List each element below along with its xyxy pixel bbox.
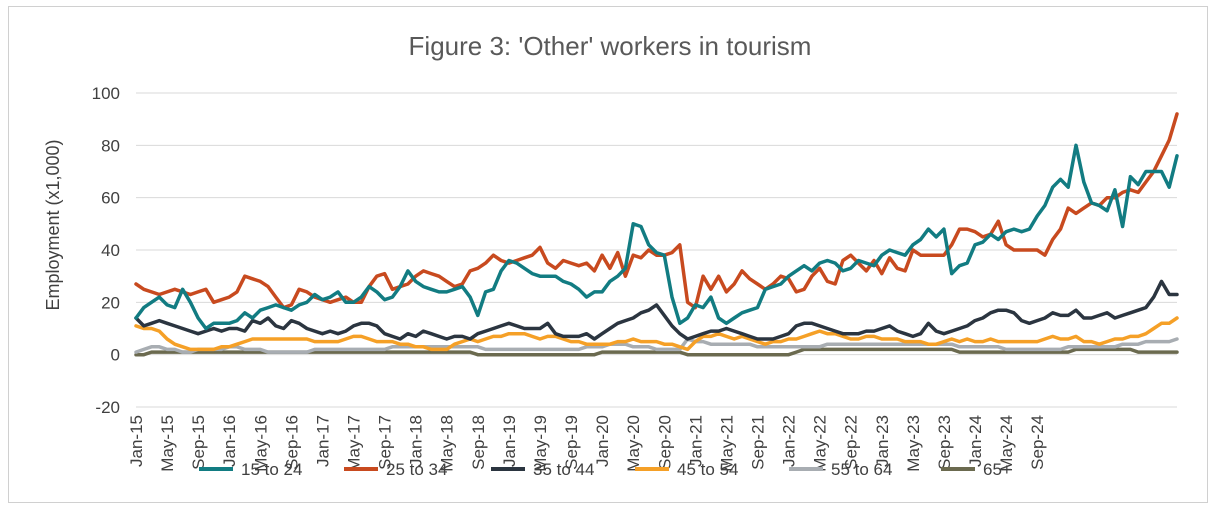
- x-tick-label: Jan-21: [686, 415, 705, 467]
- x-tick-label: Sep-19: [562, 415, 581, 470]
- x-tick-label: May-21: [717, 415, 736, 472]
- legend-label: 45 to 54: [677, 460, 738, 479]
- x-tick-label: Sep-16: [282, 415, 301, 470]
- legend-label: 25 to 34: [386, 460, 447, 479]
- x-tick-label: Sep-20: [655, 415, 674, 470]
- x-tick-label: Sep-23: [935, 415, 954, 470]
- series-line-35-to-44: [134, 279, 1179, 341]
- x-tick-labels: Jan-15 May-15 Sep-15 Jan-16 May-16 Sep-16 Jan-…: [127, 415, 1047, 472]
- legend-label: 15 to 24: [241, 460, 302, 479]
- x-tick-label: Sep-18: [469, 415, 488, 470]
- series-lines: [134, 112, 1179, 357]
- gridlines: [136, 92, 1177, 408]
- y-tick-label: 100: [92, 84, 120, 103]
- y-tick-label: 40: [101, 241, 120, 260]
- x-tick-label: May-19: [531, 415, 550, 472]
- series-line-15-to-24: [134, 143, 1179, 331]
- y-tick-labels: -20 0 20 40 60 80 100: [92, 84, 120, 417]
- y-tick-label: -20: [95, 398, 120, 417]
- x-tick-label: Jan-24: [966, 415, 985, 467]
- chart-title: Figure 3: 'Other' workers in tourism: [409, 31, 812, 61]
- x-tick-label: Sep-15: [189, 415, 208, 470]
- y-axis-label: Employment (x1,000): [43, 139, 63, 310]
- y-tick-label: 20: [101, 293, 120, 312]
- x-tick-label: Jan-16: [220, 415, 239, 467]
- legend-label: 35 to 44: [533, 460, 594, 479]
- y-tick-label: 0: [111, 346, 120, 365]
- legend-label: 55 to 64: [831, 460, 892, 479]
- x-tick-label: May-24: [997, 415, 1016, 472]
- x-tick-label: Jan-15: [127, 415, 146, 467]
- x-tick-label: Jan-17: [313, 415, 332, 467]
- series-line-55-to-64: [134, 337, 1179, 354]
- x-tick-label: May-18: [438, 415, 457, 472]
- x-tick-label: Jan-23: [873, 415, 892, 467]
- chart-frame: Figure 3: 'Other' workers in tourism Emp…: [8, 6, 1208, 503]
- x-tick-label: May-16: [251, 415, 270, 472]
- x-tick-label: Jan-20: [593, 415, 612, 467]
- x-tick-label: May-20: [624, 415, 643, 472]
- x-tick-label: May-17: [345, 415, 364, 472]
- y-tick-label: 60: [101, 189, 120, 208]
- x-tick-label: May-23: [904, 415, 923, 472]
- x-tick-label: Jan-22: [780, 415, 799, 467]
- x-tick-label: Sep-22: [842, 415, 861, 470]
- series-line-25-to-34: [134, 112, 1179, 310]
- series-line-45-to-54: [134, 316, 1179, 352]
- x-tick-label: Sep-21: [748, 415, 767, 470]
- legend-label: 65+: [983, 460, 1012, 479]
- x-tick-label: May-22: [811, 415, 830, 472]
- x-tick-label: May-15: [158, 415, 177, 472]
- x-tick-label: Sep-17: [376, 415, 395, 470]
- legend: 15 to 24 25 to 34 35 to 44 45 to 54 55 to 64…: [199, 460, 1012, 479]
- x-tick-label: Sep-24: [1028, 415, 1047, 470]
- x-tick-label: Jan-19: [500, 415, 519, 467]
- x-tick-label: Jan-18: [407, 415, 426, 467]
- y-tick-label: 80: [101, 136, 120, 155]
- line-chart: Figure 3: 'Other' workers in tourism Emp…: [43, 31, 1179, 479]
